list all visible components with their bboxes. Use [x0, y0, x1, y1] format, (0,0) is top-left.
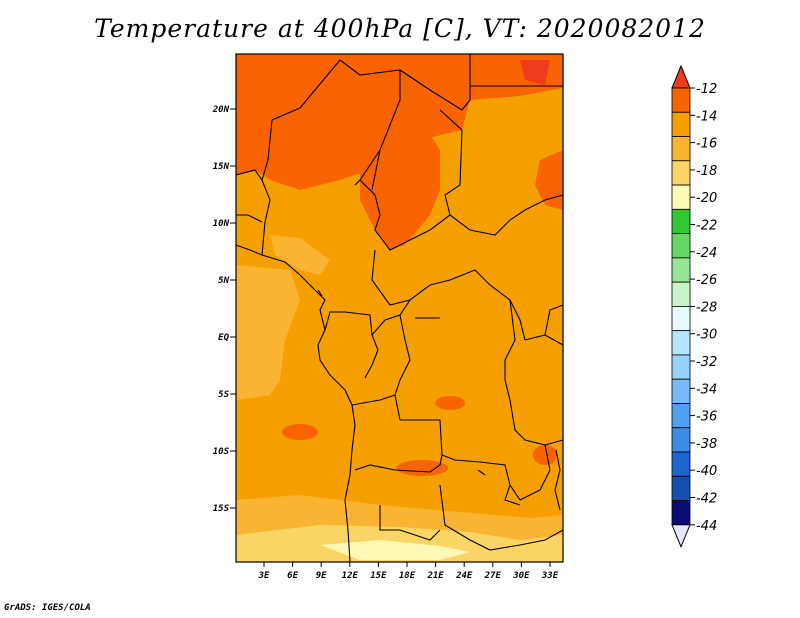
field-region-12: [520, 60, 550, 85]
lat-tick-label: 5N: [218, 276, 229, 286]
lon-tick-label: 9E: [316, 571, 327, 581]
colorbar-label: -30: [696, 328, 717, 343]
lat-tick-label: EQ: [218, 333, 229, 343]
lat-tick-label: 20N: [212, 105, 230, 115]
lon-tick-label: 33E: [541, 571, 559, 581]
lat-tick-label: 15N: [213, 162, 230, 172]
colorbar-box: [671, 208, 691, 234]
colorbar-box: [671, 451, 691, 477]
colorbar-label: -20: [696, 191, 717, 206]
colorbar: -12 -14 -16 -18 -20 -22 -24 -26 -28 -30 -32 -34 -36 -…: [671, 64, 717, 549]
field-region-18-west: [236, 265, 300, 400]
colorbar-label: -34: [696, 382, 717, 397]
colorbar-label: -26: [696, 273, 717, 288]
colorbar-label: -44: [696, 519, 717, 534]
colorbar-label: -40: [696, 464, 717, 479]
lon-tick-label: 18E: [399, 571, 416, 581]
field-region-22: [320, 540, 470, 560]
colorbar-box: [671, 354, 691, 380]
colorbar-box: [671, 475, 691, 501]
lon-tick-label: 30E: [512, 571, 530, 581]
colorbar-label: -36: [696, 410, 717, 425]
colorbar-label: -24: [696, 246, 717, 261]
field-patch-14c: [435, 396, 465, 410]
lon-tick-label: 12E: [342, 571, 359, 581]
map-frame: [235, 53, 564, 563]
lon-tick-label: 15E: [370, 571, 387, 581]
colorbar-box: [671, 160, 691, 186]
colorbar-box: [671, 305, 691, 332]
colorbar-box: [671, 233, 691, 259]
colorbar-box: [671, 136, 691, 162]
colorbar-label: -38: [696, 437, 717, 452]
colorbar-box: [671, 403, 691, 429]
field-region-18-nigeria: [270, 235, 330, 275]
lat-tick-label: 10S: [213, 447, 230, 457]
colorbar-box: [671, 330, 691, 356]
colorbar-label: -14: [696, 109, 717, 124]
colorbar-box: [671, 500, 691, 526]
longitude-axis: 3E 6E 9E 12E 15E 18E 21E 24E 27E 30E 33E: [258, 562, 559, 581]
colorbar-box: [671, 257, 691, 283]
colorbar-label: -18: [696, 164, 717, 179]
colorbar-label: -32: [696, 355, 717, 370]
colorbar-label: -28: [696, 300, 717, 315]
field-patch-14d: [533, 445, 557, 465]
colorbar-label: -16: [696, 137, 717, 152]
lat-tick-label: 5S: [218, 390, 229, 400]
lon-tick-label: 3E: [258, 571, 270, 581]
colorbar-box: [671, 111, 691, 137]
latitude-axis: 20N 15N 10N 5N EQ 5S 10S 15S: [212, 105, 236, 514]
country-borders: [235, 54, 564, 563]
map-title: Temperature at 400hPa [C], VT: 202008201…: [94, 14, 706, 43]
colorbar-box: [671, 427, 691, 453]
lon-tick-label: 27E: [484, 571, 502, 581]
lon-tick-label: 24E: [455, 571, 473, 581]
temperature-field: [236, 54, 563, 562]
field-patch-14a: [282, 424, 318, 440]
colorbar-box: [671, 378, 691, 404]
colorbar-box: [671, 87, 691, 113]
lat-tick-label: 15S: [213, 504, 230, 514]
colorbar-label: -12: [696, 82, 717, 97]
colorbar-label: -22: [696, 219, 717, 234]
lon-tick-label: 6E: [287, 571, 298, 581]
colorbar-box: [671, 184, 691, 210]
lon-tick-label: 21E: [426, 571, 444, 581]
lat-tick-label: 10N: [213, 219, 230, 229]
field-patch-14b: [396, 460, 448, 476]
colorbar-box: [671, 281, 691, 307]
grads-credit: GrADS: IGES/COLA: [4, 603, 91, 613]
colorbar-top-triangle: [671, 64, 691, 89]
colorbar-label: -42: [696, 492, 717, 507]
field-region-14-sudan: [535, 150, 563, 210]
colorbar-bottom-triangle: [671, 524, 691, 549]
